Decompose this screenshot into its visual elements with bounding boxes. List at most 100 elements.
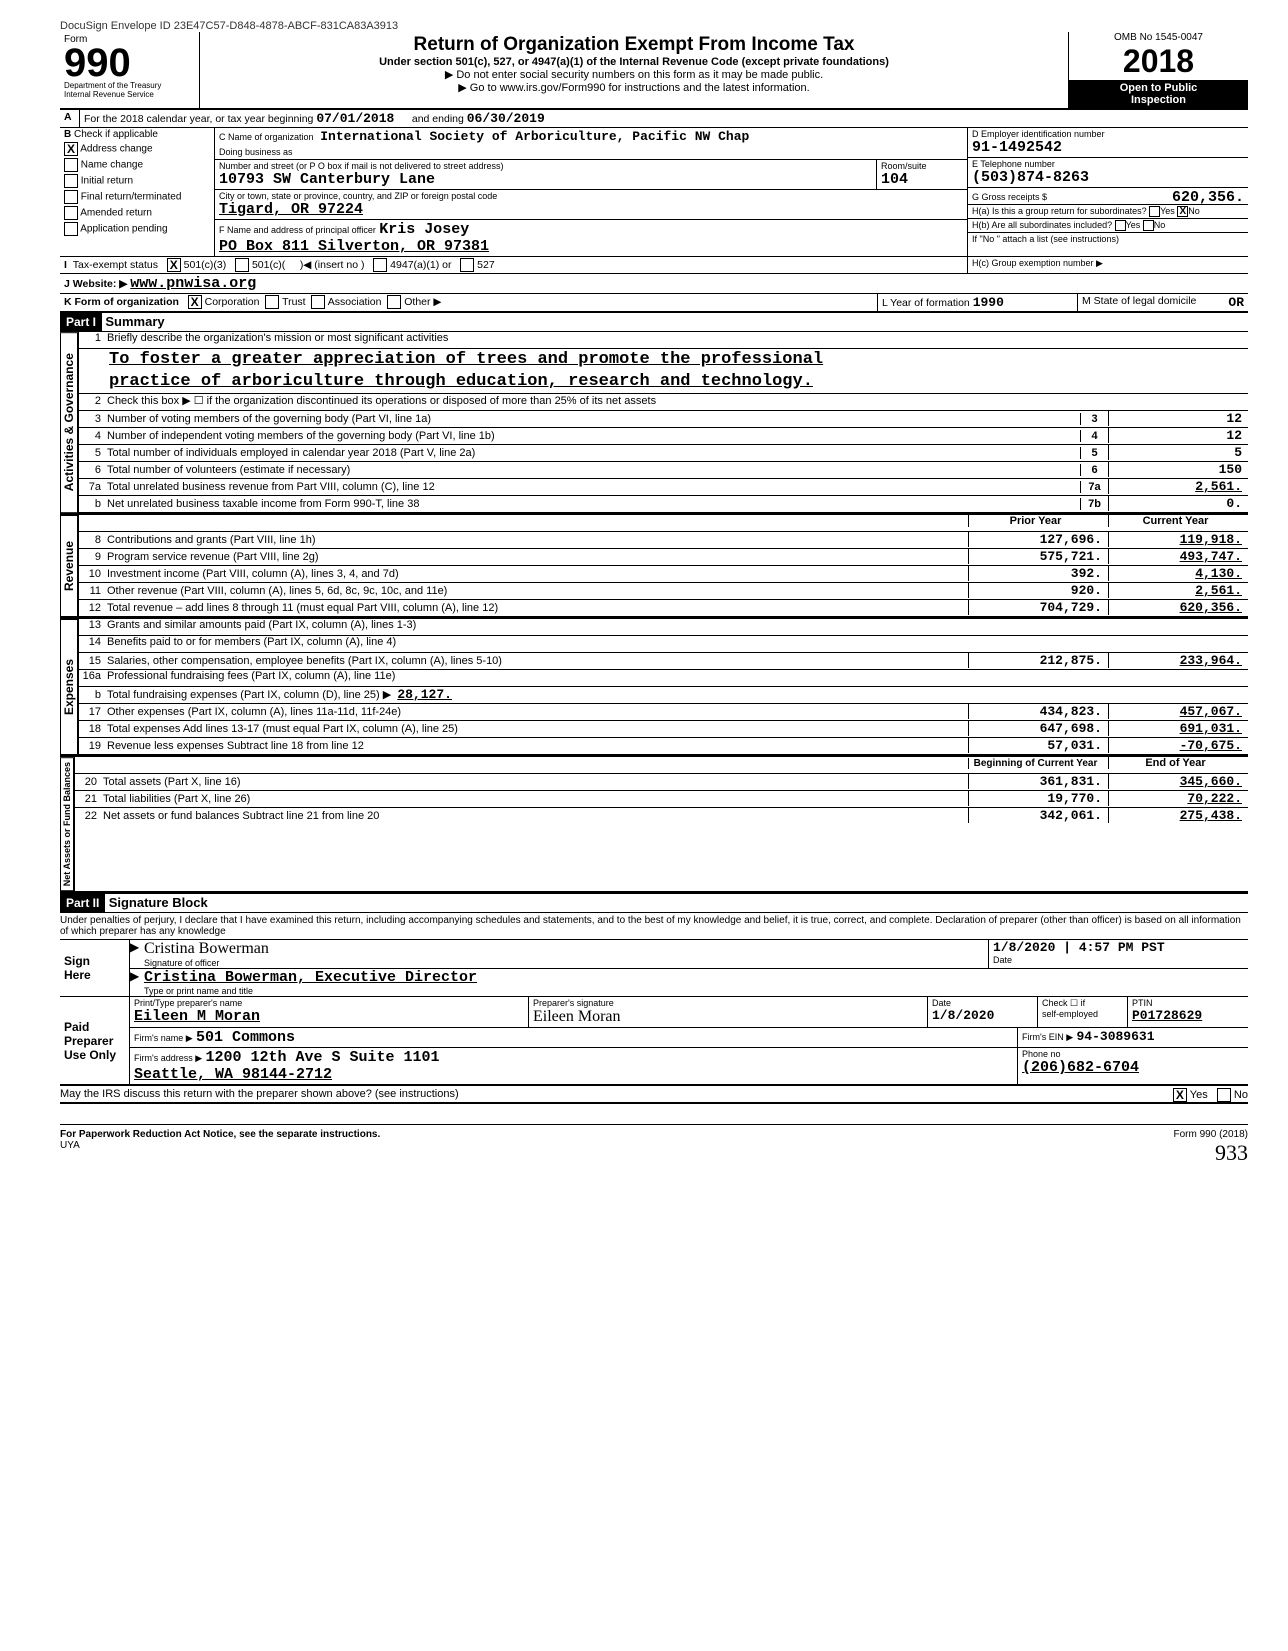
l12-text: Total revenue – add lines 8 through 11 (… [105,602,968,614]
l19-py: 57,031. [968,738,1108,753]
prep-date-label: Date [932,998,1033,1008]
l20-cy: 345,660. [1108,774,1248,789]
l21-text: Total liabilities (Part X, line 26) [101,793,968,805]
l12-py: 704,729. [968,600,1108,615]
chk-final-return[interactable] [64,190,78,204]
sign-date: 1/8/2020 | 4:57 PM PST [993,940,1248,955]
l2-num: 2 [79,395,105,407]
l5-num: 5 [79,447,105,459]
l15-py: 212,875. [968,653,1108,668]
l6-box: 6 [1080,464,1108,476]
l4-text: Number of independent voting members of … [105,430,1080,442]
org-name: International Society of Arboriculture, … [320,129,749,144]
hb-yes[interactable] [1115,220,1126,231]
firm-name-label: Firm's name ▶ [134,1033,193,1043]
lbl-app-pending: Application pending [80,224,167,235]
city-label: City or town, state or province, country… [219,191,963,201]
hc-label: H(c) Group exemption number ▶ [968,257,1248,273]
gross-receipts: 620,356. [1172,189,1244,206]
l16b-num: b [79,689,105,701]
l3-num: 3 [79,413,105,425]
l16a-text: Professional fundraising fees (Part IX, … [105,670,968,682]
website-value: www.pnwisa.org [130,275,256,292]
ha-label: H(a) Is this a group return for subordin… [972,206,1147,216]
l-label: L Year of formation [882,297,970,309]
l12-cy: 620,356. [1108,600,1248,615]
officer-signature: Cristina Bowerman [144,940,988,958]
chk-501c[interactable] [235,258,249,272]
chk-address-change[interactable]: X [64,142,78,156]
ha-yes[interactable] [1149,206,1160,217]
l16b-text: Total fundraising expenses (Part IX, col… [107,689,391,701]
l4-num: 4 [79,430,105,442]
l7b-num: b [79,498,105,510]
l8-cy: 119,918. [1108,532,1248,547]
l22-cy: 275,438. [1108,808,1248,823]
l22-text: Net assets or fund balances Subtract lin… [101,810,968,822]
prep-name-label: Print/Type preparer's name [134,998,524,1008]
officer-name-label: Type or print name and title [144,986,1248,996]
g-label: G Gross receipts $ [972,192,1047,202]
dept-treasury: Department of the Treasury [64,81,195,90]
ein-value: 91-1492542 [972,139,1244,156]
prep-signature: Eileen Moran [533,1008,923,1026]
and-ending-label: and ending [412,113,464,125]
c-label: C Name of organization [219,132,314,142]
lbl-assoc: Association [328,296,382,308]
tab-governance: Activities & Governance [60,332,78,513]
l9-num: 9 [79,551,105,563]
firm-ein: 94-3089631 [1076,1029,1154,1044]
ha-no[interactable]: X [1177,206,1188,217]
hb-label: H(b) Are all subordinates included? [972,220,1112,230]
l17-num: 17 [79,706,105,718]
tax-year: 2018 [1069,43,1248,80]
l11-cy: 2,561. [1108,583,1248,598]
form-header: Form 990 Department of the Treasury Inte… [60,32,1248,110]
i-label: Tax-exempt status [73,259,158,271]
l9-cy: 493,747. [1108,549,1248,564]
l17-py: 434,823. [968,704,1108,719]
l16a-num: 16a [79,670,105,682]
chk-corp[interactable]: X [188,295,202,309]
lbl-corp: Corporation [205,296,260,308]
firm-ein-label: Firm's EIN ▶ [1022,1032,1073,1042]
part2-header: Part II [60,894,105,912]
discuss-no[interactable] [1217,1088,1231,1102]
lbl-amended: Amended return [80,208,152,219]
chk-amended[interactable] [64,206,78,220]
chk-initial-return[interactable] [64,174,78,188]
chk-other[interactable] [387,295,401,309]
l20-text: Total assets (Part X, line 16) [101,776,968,788]
chk-501c3[interactable]: X [167,258,181,272]
chk-527[interactable] [460,258,474,272]
l7a-box: 7a [1080,481,1108,493]
chk-4947[interactable] [373,258,387,272]
firm-phone: (206)682-6704 [1022,1059,1244,1076]
chk-app-pending[interactable] [64,222,78,236]
l20-num: 20 [75,776,101,788]
col-prior-year: Prior Year [968,515,1108,527]
room-label: Room/suite [881,161,963,171]
l3-box: 3 [1080,413,1108,425]
state-domicile: OR [1228,295,1244,310]
l8-text: Contributions and grants (Part VIII, lin… [105,534,968,546]
l13-num: 13 [79,619,105,631]
hb-note: If "No " attach a list (see instructions… [968,233,1248,245]
hb-no[interactable] [1143,220,1154,231]
chk-name-change[interactable] [64,158,78,172]
l14-text: Benefits paid to or for members (Part IX… [105,636,968,648]
lbl-initial-return: Initial return [81,176,133,187]
col-eoy: End of Year [1108,757,1248,769]
l4-box: 4 [1080,430,1108,442]
no-ssn-note: Do not enter social security numbers on … [208,68,1060,81]
l3-val: 12 [1108,411,1248,426]
l9-text: Program service revenue (Part VIII, line… [105,551,968,563]
l19-cy: -70,675. [1108,738,1248,753]
firm-addr1: 1200 12th Ave S Suite 1101 [206,1049,440,1066]
lbl-527: 527 [477,259,495,271]
discuss-yes[interactable]: X [1173,1088,1187,1102]
ptin-label: PTIN [1132,998,1244,1008]
chk-trust[interactable] [265,295,279,309]
chk-assoc[interactable] [311,295,325,309]
part1-title: Summary [105,314,164,329]
